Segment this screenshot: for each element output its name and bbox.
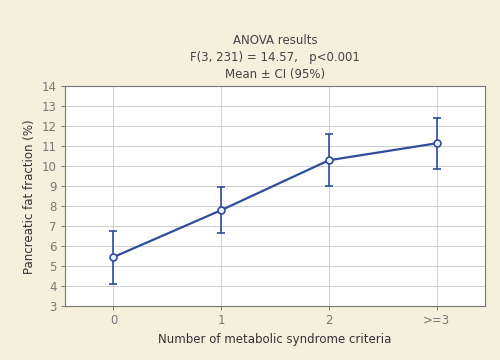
Title: ANOVA results
F(3, 231) = 14.57,   p<0.001
Mean ± CI (95%): ANOVA results F(3, 231) = 14.57, p<0.001… — [190, 34, 360, 81]
X-axis label: Number of metabolic syndrome criteria: Number of metabolic syndrome criteria — [158, 333, 392, 346]
Y-axis label: Pancreatic fat fraction (%): Pancreatic fat fraction (%) — [23, 119, 36, 274]
